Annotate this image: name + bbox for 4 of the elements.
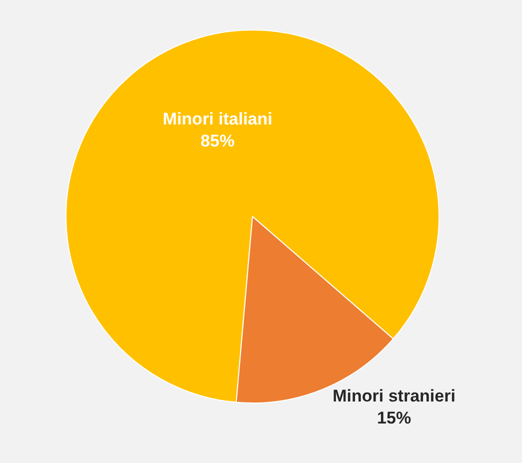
slice-label: Minori stranieri bbox=[332, 386, 456, 406]
data-label: 85% bbox=[200, 132, 235, 151]
data-label: 15% bbox=[377, 408, 412, 428]
slice-label: Minori italiani bbox=[162, 109, 272, 128]
